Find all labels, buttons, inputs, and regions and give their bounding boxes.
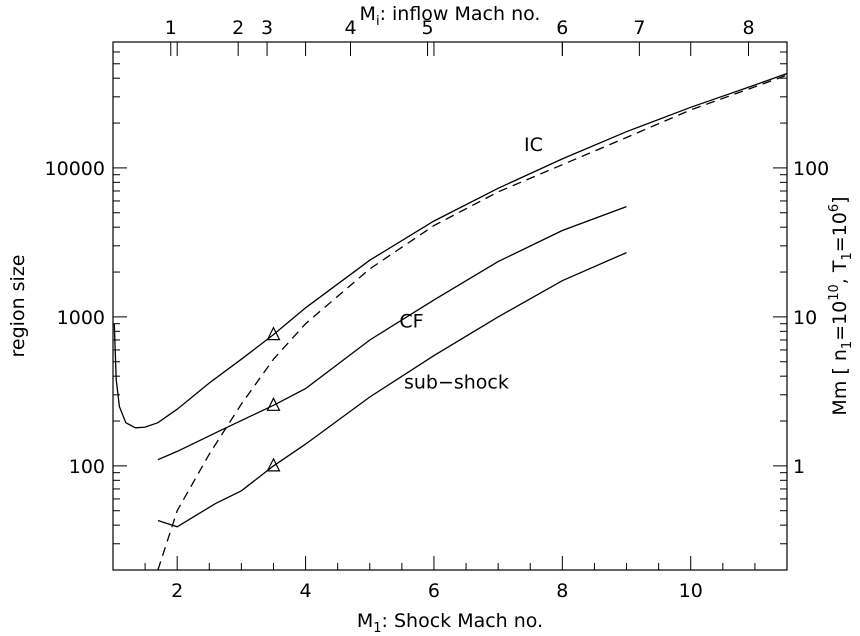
y2-tick-label: 10 [793,307,817,329]
curve-label: CF [399,310,423,332]
x2-tick-label: 1 [165,17,177,39]
x2-tick-label: 5 [421,17,433,39]
y2-tick-label: 1 [793,456,805,478]
x2-tick-label: 4 [344,17,356,39]
x-tick-label: 8 [556,580,568,602]
triangle-marker [266,396,281,411]
triangle-marker [266,326,281,341]
curve-cf [157,205,627,461]
curve-ic [113,72,788,429]
top-axis-label: Mi: inflow Mach no. [360,3,541,29]
curve-label: sub−shock [404,372,509,394]
x2-tick-label: 7 [633,17,645,39]
right-axis-label: Mm [ n1=1010, T1=106] [827,196,855,415]
plot-frame [112,41,788,571]
chart-markers [266,326,281,472]
y-tick-label: 100 [69,456,105,478]
x-axis-label: M1: Shock Mach no. [357,610,543,636]
x2-tick-label: 2 [232,17,244,39]
x-tick-label: 2 [171,580,183,602]
y-tick-label: 10000 [45,158,105,180]
curve-label: IC [524,134,543,156]
curve-sub-shock [157,252,627,528]
x2-tick-label: 8 [742,17,754,39]
curve-inflow [157,74,788,571]
y2-tick-label: 100 [793,158,829,180]
triangle-marker [266,457,281,472]
chart-curves [113,72,788,571]
x-tick-label: 4 [300,580,312,602]
x2-tick-label: 6 [556,17,568,39]
x-tick-label: 10 [679,580,703,602]
y-tick-label: 1000 [57,307,105,329]
chart-annotations: IC CF sub−shock [399,134,543,394]
x-tick-label: 6 [428,580,440,602]
y-axis-label: region size [7,255,29,358]
x2-tick-label: 3 [261,17,273,39]
